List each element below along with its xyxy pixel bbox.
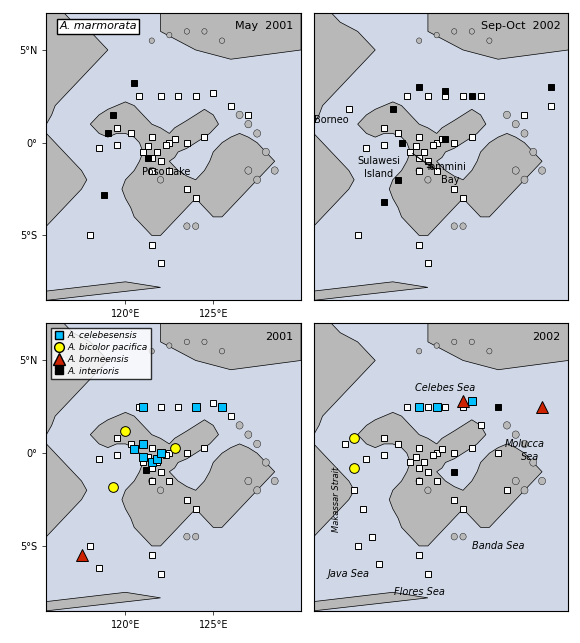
Circle shape: [184, 223, 190, 230]
Polygon shape: [358, 102, 542, 235]
Circle shape: [521, 487, 528, 494]
Polygon shape: [90, 412, 275, 546]
Text: A. marmorata: A. marmorata: [59, 21, 137, 32]
Circle shape: [434, 32, 439, 38]
Text: Molucca: Molucca: [505, 439, 545, 449]
Circle shape: [521, 440, 528, 448]
Circle shape: [469, 29, 474, 34]
Circle shape: [416, 349, 422, 354]
Polygon shape: [161, 323, 301, 370]
Circle shape: [219, 349, 224, 354]
Text: Sea: Sea: [521, 452, 539, 462]
Text: Sulawesi: Sulawesi: [357, 156, 400, 167]
Circle shape: [202, 339, 207, 345]
Circle shape: [245, 477, 252, 485]
Polygon shape: [314, 323, 375, 537]
Polygon shape: [428, 323, 568, 370]
Circle shape: [512, 431, 519, 439]
Circle shape: [452, 29, 457, 34]
Text: Borneo: Borneo: [314, 116, 349, 125]
Polygon shape: [46, 282, 161, 300]
Circle shape: [262, 458, 270, 466]
Polygon shape: [428, 13, 568, 59]
Text: Flores Sea: Flores Sea: [394, 587, 444, 597]
Circle shape: [469, 339, 474, 345]
Circle shape: [539, 167, 546, 174]
Circle shape: [245, 167, 252, 174]
Text: Celebes Sea: Celebes Sea: [415, 383, 476, 394]
Circle shape: [460, 223, 466, 230]
Circle shape: [166, 343, 172, 349]
Circle shape: [184, 533, 190, 540]
Legend: A. celebesensis, A. bicolor pacifica, A. borneensis, A. interioris: A. celebesensis, A. bicolor pacifica, A.…: [51, 328, 151, 379]
Circle shape: [253, 176, 260, 183]
Circle shape: [202, 29, 207, 34]
Circle shape: [530, 458, 537, 466]
Circle shape: [452, 339, 457, 345]
Circle shape: [148, 167, 155, 174]
Circle shape: [503, 111, 510, 118]
Circle shape: [236, 111, 243, 118]
Polygon shape: [46, 323, 108, 537]
Circle shape: [157, 176, 164, 183]
Circle shape: [460, 533, 466, 540]
Circle shape: [253, 487, 260, 494]
Circle shape: [416, 167, 422, 174]
Text: Java Sea: Java Sea: [328, 569, 370, 579]
Circle shape: [434, 343, 439, 349]
Polygon shape: [161, 13, 301, 59]
Circle shape: [193, 533, 199, 540]
Circle shape: [157, 487, 164, 494]
Text: Tommini: Tommini: [425, 162, 466, 172]
Circle shape: [184, 29, 190, 34]
Circle shape: [253, 440, 260, 448]
Text: Sep-Oct  2002: Sep-Oct 2002: [481, 21, 561, 32]
Circle shape: [487, 38, 492, 44]
Circle shape: [166, 32, 172, 38]
Polygon shape: [314, 592, 428, 611]
Circle shape: [512, 167, 519, 174]
Polygon shape: [46, 13, 108, 226]
Text: Poso Lake: Poso Lake: [142, 167, 190, 177]
Polygon shape: [314, 13, 375, 226]
Circle shape: [148, 478, 155, 484]
Text: Makassar Strait: Makassar Strait: [332, 467, 341, 532]
Circle shape: [271, 477, 278, 485]
Circle shape: [236, 422, 243, 429]
Circle shape: [262, 149, 270, 156]
Polygon shape: [90, 102, 275, 235]
Circle shape: [416, 38, 422, 44]
Polygon shape: [46, 592, 161, 611]
Text: May  2001: May 2001: [235, 21, 293, 32]
Polygon shape: [358, 412, 542, 546]
Circle shape: [487, 349, 492, 354]
Circle shape: [425, 487, 431, 494]
Circle shape: [521, 130, 528, 137]
Circle shape: [245, 120, 252, 128]
Circle shape: [245, 431, 252, 439]
Text: Island: Island: [364, 169, 393, 179]
Circle shape: [271, 167, 278, 174]
Polygon shape: [314, 282, 428, 300]
Circle shape: [416, 478, 422, 484]
Circle shape: [149, 349, 154, 354]
Circle shape: [451, 223, 458, 230]
Text: 2002: 2002: [532, 332, 561, 342]
Circle shape: [219, 38, 224, 44]
Circle shape: [530, 149, 537, 156]
Circle shape: [149, 38, 154, 44]
Circle shape: [253, 130, 260, 137]
Circle shape: [512, 120, 519, 128]
Circle shape: [539, 477, 546, 485]
Circle shape: [521, 176, 528, 183]
Text: Banda Sea: Banda Sea: [472, 541, 524, 551]
Text: Bay: Bay: [441, 175, 460, 185]
Text: 2001: 2001: [265, 332, 293, 342]
Circle shape: [512, 477, 519, 485]
Circle shape: [451, 533, 458, 540]
Circle shape: [503, 422, 510, 429]
Circle shape: [193, 223, 199, 230]
Circle shape: [425, 176, 431, 183]
Circle shape: [184, 339, 190, 345]
